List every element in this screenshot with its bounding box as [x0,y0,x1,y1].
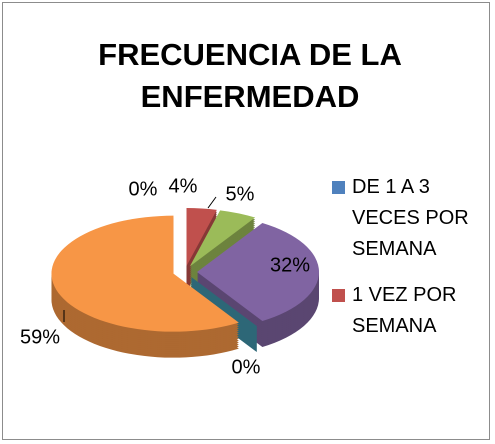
chart-title: FRECUENCIA DE LA ENFERMEDAD [98,37,402,114]
data-label: 0% [129,178,158,200]
legend-swatch [332,289,345,302]
slice [186,208,217,267]
data-label: 4% [169,175,198,197]
slice [189,210,256,267]
legend-swatch [332,181,345,194]
data-label: 59% [20,326,60,348]
legend-label: 1 VEZ POR SEMANA [352,284,457,337]
legend-label: DE 1 A 3 VECES POR SEMANA [352,176,469,260]
data-label: 32% [270,254,310,276]
slice [51,215,239,332]
chart-frame [2,2,490,440]
legend-item: 1 VEZ POR SEMANA [332,280,482,342]
slice [197,223,319,321]
data-label: 0% [232,356,261,378]
leader-line [207,196,217,209]
legend-item: DE 1 A 3 VECES POR SEMANA [332,172,482,265]
data-label: 5% [226,183,255,205]
